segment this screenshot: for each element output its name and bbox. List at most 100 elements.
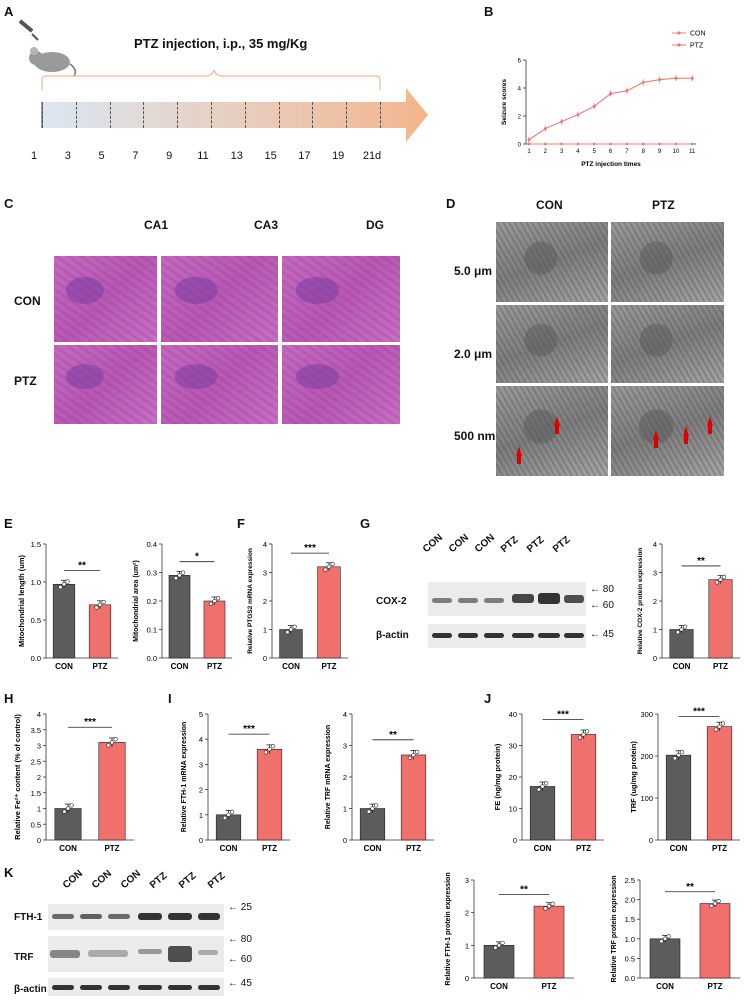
data-point [679, 749, 685, 755]
blot-k-fth1-image [48, 904, 224, 930]
data-point-con [658, 142, 661, 146]
data-point [173, 576, 179, 581]
data-point [208, 601, 213, 606]
data-point [720, 721, 726, 726]
data-point [718, 577, 723, 582]
timeline-tick [312, 102, 314, 128]
y-tick-label: 0 [343, 836, 347, 845]
x-tick-label: 4 [576, 149, 580, 155]
y-axis-label: Mitochondrial length (um) [17, 554, 26, 647]
timeline-tick-labels: 1 3 5 7 9 11 13 15 17 19 21d [30, 150, 400, 166]
bar-ptz [533, 905, 565, 979]
bar-ptz [317, 566, 341, 659]
data-point [540, 784, 545, 789]
data-point [229, 809, 235, 814]
bar-con [669, 629, 694, 659]
timeline-tick [278, 102, 281, 128]
blot-lane-label: PTZ [147, 870, 170, 891]
y-tick-label: 2 [263, 597, 267, 606]
x-tick-label: CON [55, 662, 73, 671]
y-axis-label: TRF (ug/mg protein) [629, 741, 638, 813]
blot-k-row-actin: β-actin [14, 984, 47, 995]
data-point [500, 940, 505, 946]
blot-k-marker-80: ← 80 [228, 934, 252, 945]
panel-d-em: CON PTZ 5.0 μm 2.0 μm 500 nm [444, 196, 744, 486]
data-point [370, 806, 375, 811]
blot-g-lane-labels: CON CON CON PTZ PTZ PTZ [406, 530, 596, 570]
data-point-con [609, 142, 612, 146]
data-point [536, 787, 542, 792]
y-tick-label: 10 [509, 805, 517, 814]
significance-marker: ** [686, 882, 694, 893]
data-point [326, 564, 332, 569]
significance-marker: ** [697, 556, 705, 567]
data-point [330, 561, 335, 567]
bar-ptz [570, 734, 597, 841]
bar-ptz [699, 903, 731, 979]
y-axis-label: Seizure scores [501, 79, 508, 125]
he-image-con-ca3 [161, 256, 278, 342]
y-tick-label: 4 [518, 87, 522, 93]
y-tick-label: 1.0 [31, 578, 41, 587]
blot-lane-label: PTZ [524, 534, 547, 555]
data-point [101, 599, 106, 605]
y-tick-label: 200 [640, 752, 653, 761]
y-tick-label: 2 [37, 773, 41, 782]
timeline-tick-label: 15 [264, 150, 277, 162]
blot-g-row-cox2: COX-2 [376, 596, 407, 607]
bar-con [359, 808, 386, 841]
y-tick-label: 0 [513, 836, 517, 845]
panel-letter-a: A [4, 4, 14, 19]
data-point [581, 732, 586, 737]
blot-g-marker-45: ← 45 [590, 629, 614, 640]
x-tick-label: 7 [625, 149, 629, 155]
data-point-con [543, 142, 547, 146]
x-tick-label: PTZ [262, 844, 277, 853]
data-point [177, 573, 182, 578]
data-point [411, 752, 416, 758]
data-point [180, 570, 186, 575]
x-tick-label: CON [534, 844, 552, 853]
x-tick-label: PTZ [713, 662, 728, 671]
he-row-ptz: PTZ [14, 374, 37, 388]
y-tick-label: 3 [199, 760, 203, 769]
data-point [65, 806, 71, 811]
y-tick-label: 2.5 [31, 757, 41, 766]
data-point [414, 749, 420, 754]
timeline-tick-label: 7 [132, 150, 139, 162]
bar-ptz [256, 748, 283, 841]
chart-g: 0 1 2 3 4 CON PTZ ** Relative COX-2 protein expr… [634, 530, 746, 678]
blot-k-marker-45: ← 45 [228, 978, 252, 989]
data-point [496, 943, 502, 948]
data-point [493, 945, 498, 950]
data-point-con [527, 142, 531, 146]
y-axis-label: Relative TRF mRNA expression [325, 725, 332, 829]
data-point-con [625, 142, 629, 146]
data-point [709, 903, 714, 909]
y-tick-label: 2 [518, 115, 522, 121]
timeline-tick [75, 102, 78, 128]
y-tick-label: 6 [518, 59, 522, 65]
y-tick-label: 0.5 [31, 820, 41, 829]
y-tick-label: 0 [263, 654, 267, 663]
timeline-tick-label: 19 [332, 150, 345, 162]
y-tick-label: 2 [199, 786, 203, 795]
bar-con [279, 629, 303, 659]
western-blot-g: CON CON CON PTZ PTZ PTZ COX-2 β-actin ← 80 ← … [370, 530, 632, 654]
data-point [222, 815, 228, 820]
timeline-tick [42, 102, 44, 128]
data-point [292, 624, 297, 629]
blot-lane-label: PTZ [498, 534, 521, 555]
y-tick-label: 1 [465, 941, 469, 950]
x-tick-label: PTZ [92, 662, 107, 671]
y-tick-label: 0.5 [625, 954, 635, 963]
x-tick-label: CON [673, 662, 691, 671]
blot-k-trf-image [48, 936, 224, 972]
x-tick-label: 9 [658, 149, 662, 155]
blot-g-row-actin: β-actin [376, 630, 409, 641]
bar-ptz [203, 600, 226, 659]
y-tick-label: 0 [649, 836, 653, 845]
y-tick-label: 1 [343, 805, 347, 814]
y-tick-label: 20 [509, 773, 517, 782]
data-point [62, 809, 67, 814]
